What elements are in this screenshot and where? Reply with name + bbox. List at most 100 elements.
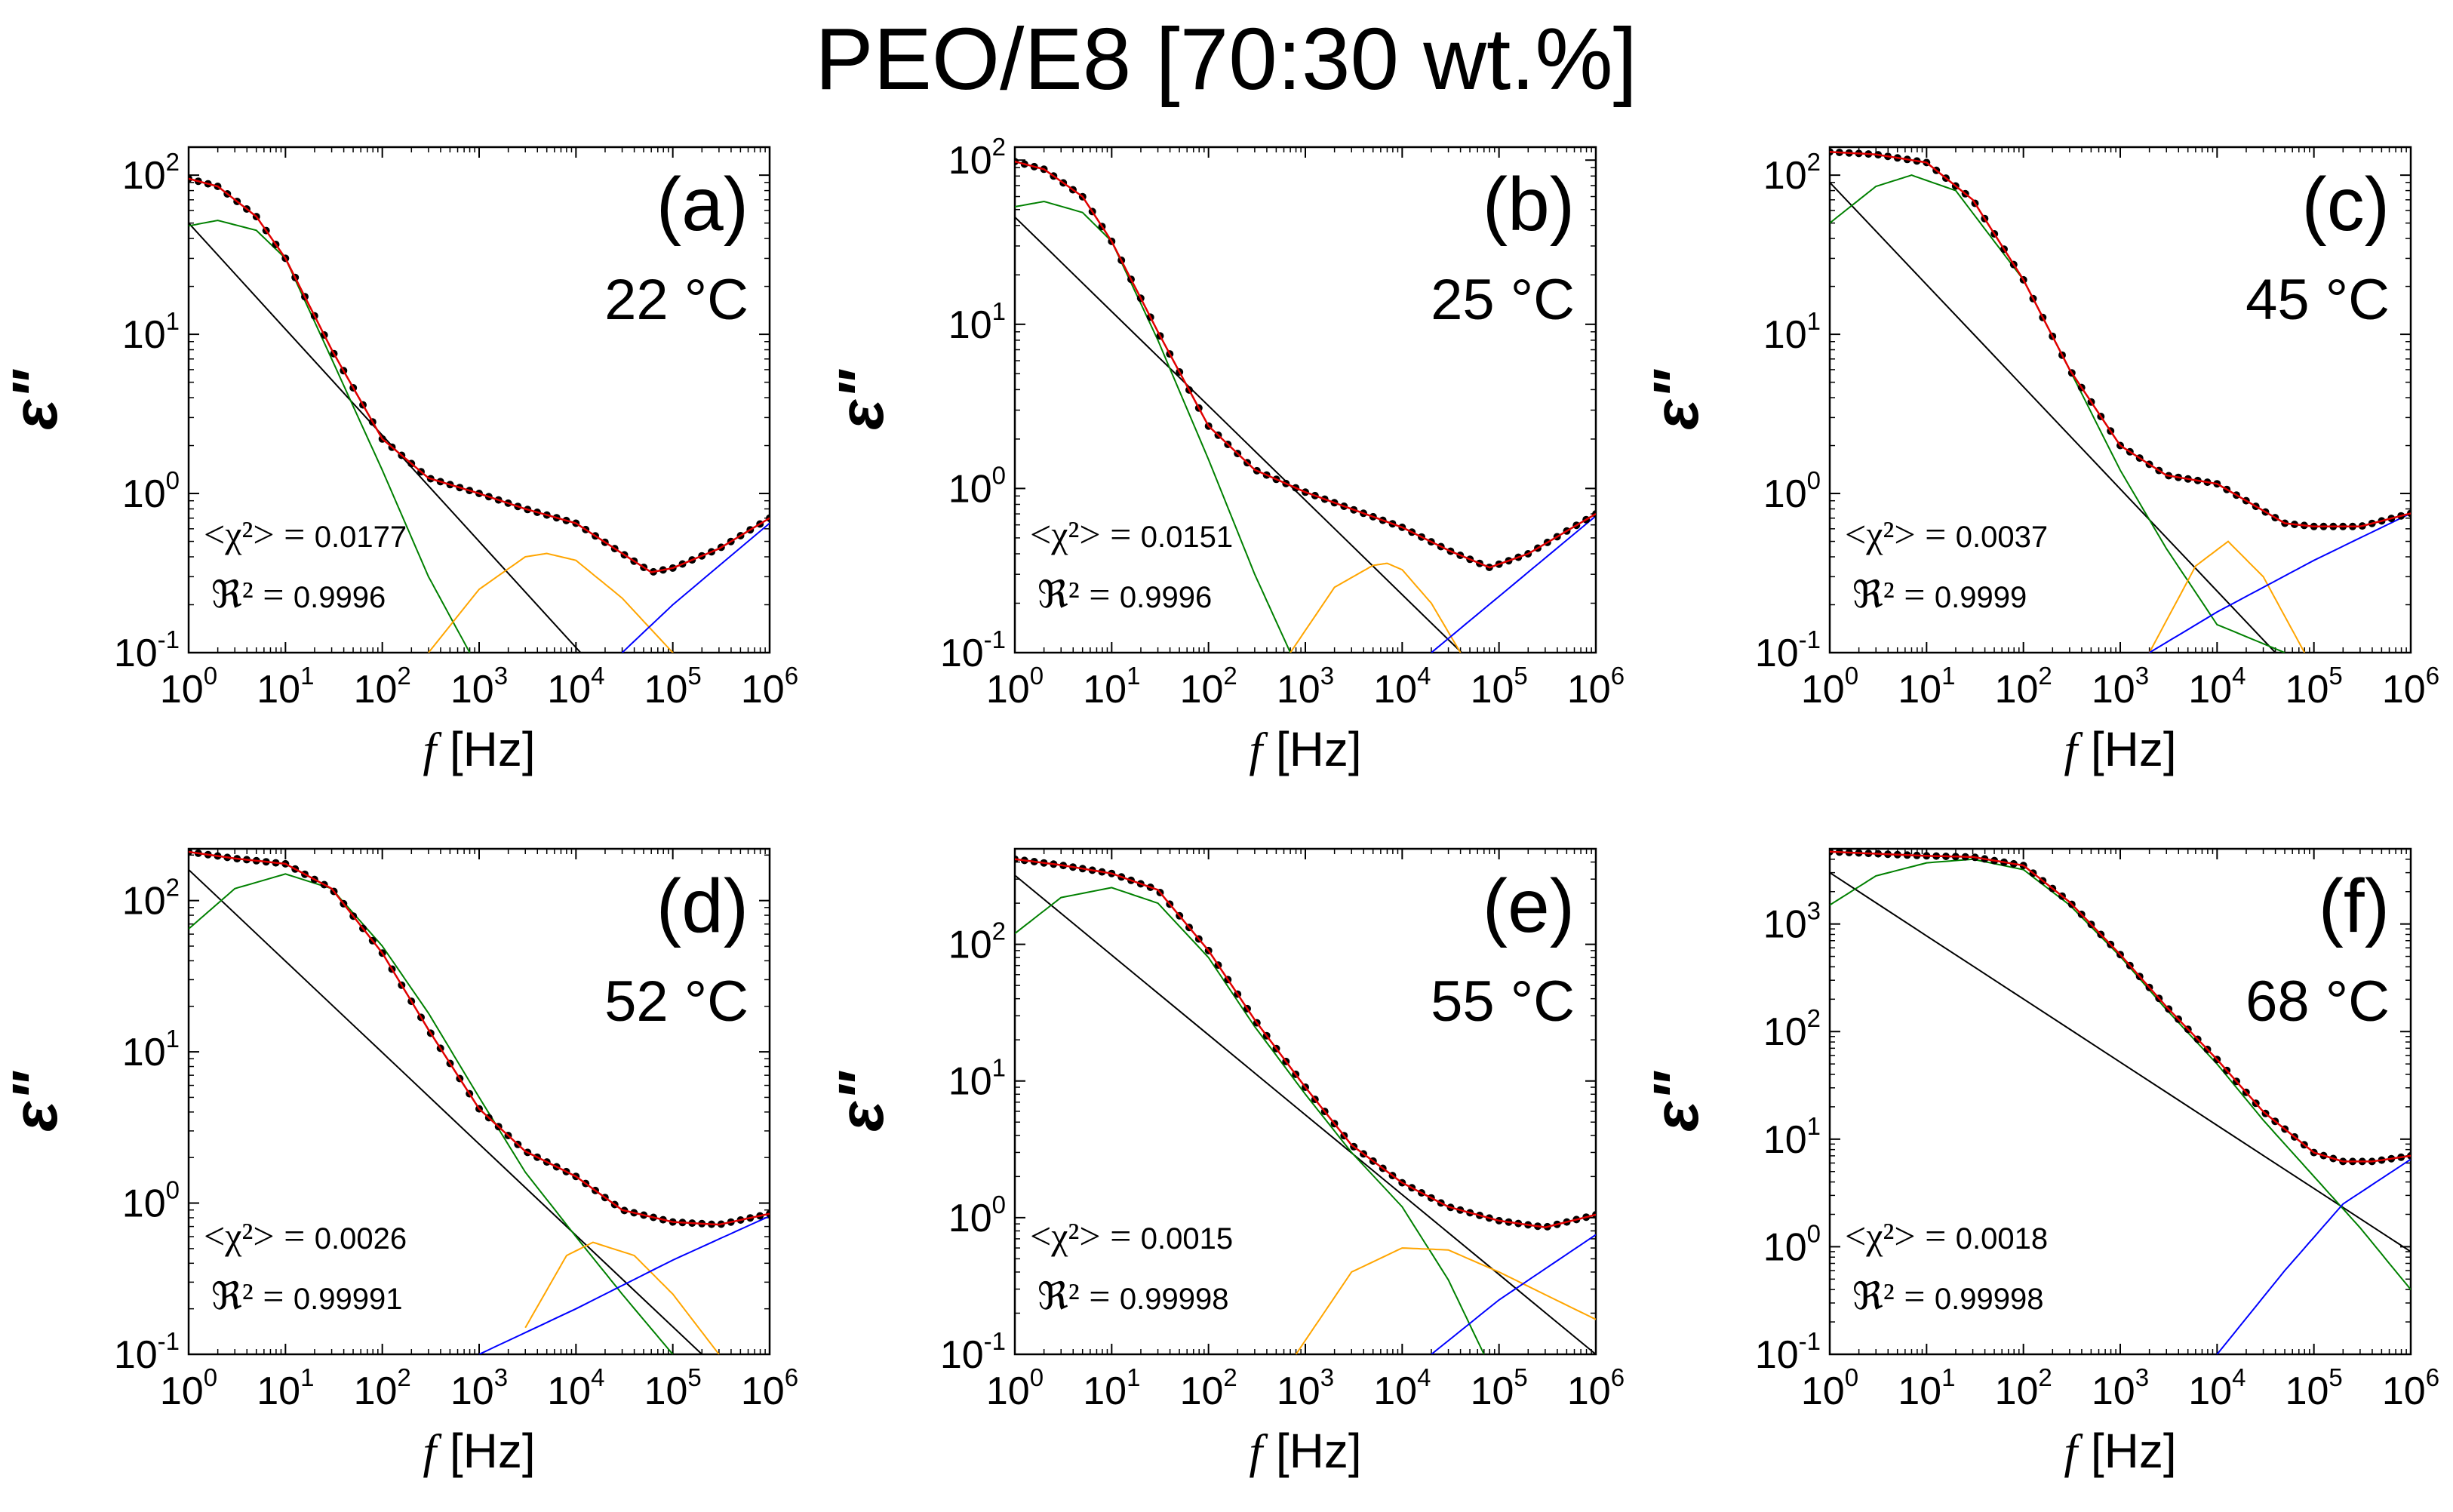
- x-tick-label: 101: [257, 662, 314, 711]
- x-tick-label: 106: [2382, 1363, 2439, 1413]
- y-tick-label: 103: [1763, 897, 1821, 947]
- chi2-stat: <χ²> = 0.0026: [204, 1215, 407, 1257]
- y-tick-label: 102: [1763, 1004, 1821, 1054]
- series-relaxation-green: [1015, 200, 1292, 653]
- series-electrode: [2149, 512, 2411, 653]
- panel-label: (d): [656, 864, 749, 948]
- x-tick-label: 106: [2382, 662, 2439, 711]
- x-tick-label: 100: [1801, 1363, 1858, 1413]
- y-axis-label: ε": [0, 1071, 70, 1132]
- y-axis-label: ε": [1640, 369, 1711, 430]
- y-tick-label: 10-1: [1755, 625, 1821, 675]
- x-tick-label: 102: [1180, 662, 1237, 711]
- y-tick-label: 100: [1763, 466, 1821, 516]
- x-tick-label: 102: [354, 662, 411, 711]
- x-axis-label: f [Hz]: [2064, 1424, 2176, 1478]
- series-relaxation-green: [189, 873, 674, 1354]
- x-tick-label: 102: [1180, 1363, 1237, 1413]
- x-tick-label: 106: [741, 662, 798, 711]
- y-tick-label: 102: [948, 133, 1006, 183]
- y-tick-label: 101: [1763, 307, 1821, 357]
- r2-stat: ℜ² = 0.9996: [1037, 573, 1212, 616]
- r2-stat: ℜ² = 0.9999: [1852, 573, 2027, 616]
- y-tick-label: 10-1: [940, 1327, 1006, 1377]
- y-tick-label: 10-1: [114, 1327, 180, 1377]
- temperature-label: 22 °C: [604, 268, 749, 332]
- y-tick-label: 102: [948, 917, 1006, 967]
- x-tick-label: 103: [2092, 1363, 2149, 1413]
- y-axis-label: ε": [1640, 1071, 1711, 1132]
- temperature-label: 25 °C: [1431, 268, 1575, 332]
- plot-area: [1015, 855, 1596, 1354]
- x-tick-label: 101: [1083, 1363, 1140, 1413]
- plot-area: [1830, 849, 2411, 1354]
- x-tick-label: 106: [1567, 662, 1625, 711]
- temperature-label: 45 °C: [2246, 268, 2390, 332]
- series-electrode: [1431, 1234, 1596, 1354]
- x-tick-label: 104: [547, 662, 604, 711]
- r2-stat: ℜ² = 0.99998: [1037, 1275, 1228, 1317]
- panel-label: (a): [656, 162, 749, 247]
- chart-panel-a: 100 101 102 103 104 105 10610-1100101102(a)22 …: [0, 146, 798, 776]
- y-tick-label: 100: [948, 461, 1006, 511]
- temperature-label: 55 °C: [1431, 970, 1575, 1034]
- plot-area: [1015, 158, 1596, 653]
- y-tick-label: 102: [1763, 148, 1821, 198]
- y-tick-label: 102: [122, 874, 180, 923]
- chi2-stat: <χ²> = 0.0151: [1030, 513, 1233, 555]
- series-electrode: [621, 522, 770, 653]
- series-relaxation-orange: [2148, 540, 2306, 653]
- x-tick-label: 100: [160, 662, 217, 711]
- x-tick-label: 102: [1995, 1363, 2052, 1413]
- y-axis-label: ε": [825, 1071, 896, 1132]
- x-axis-label: f [Hz]: [423, 722, 535, 776]
- y-tick-label: 10-1: [940, 625, 1006, 675]
- y-tick-label: 100: [122, 1176, 180, 1226]
- series-conductivity: [189, 868, 702, 1354]
- chi2-stat: <χ²> = 0.0018: [1845, 1215, 2048, 1257]
- r2-stat: ℜ² = 0.9996: [211, 573, 386, 616]
- y-tick-label: 100: [122, 466, 180, 516]
- y-axis-label: ε": [0, 369, 70, 430]
- series-total-fit: [1830, 151, 2411, 528]
- y-tick-label: 10-1: [1755, 1327, 1821, 1377]
- series-total-fit: [1830, 850, 2411, 1163]
- r2-stat: ℜ² = 0.99991: [211, 1275, 402, 1317]
- chi2-stat: <χ²> = 0.0177: [204, 513, 407, 555]
- x-tick-label: 100: [986, 662, 1044, 711]
- series-conductivity: [1015, 874, 1596, 1354]
- series-conductivity: [1830, 182, 2276, 653]
- series-electrode: [1431, 515, 1596, 653]
- y-axis-label: ε": [825, 369, 896, 430]
- x-tick-label: 105: [1471, 1363, 1528, 1413]
- x-tick-label: 105: [2285, 662, 2343, 711]
- x-tick-label: 103: [2092, 662, 2149, 711]
- x-tick-label: 104: [547, 1363, 604, 1413]
- x-tick-label: 103: [450, 1363, 508, 1413]
- plot-area: [189, 849, 770, 1354]
- panel-label: (e): [1483, 864, 1575, 948]
- x-axis-label: f [Hz]: [1249, 722, 1361, 776]
- x-tick-label: 105: [644, 662, 702, 711]
- series-relaxation-orange: [428, 552, 674, 653]
- series-relaxation-green: [189, 220, 471, 653]
- x-tick-label: 105: [1471, 662, 1528, 711]
- plot-area: [1830, 148, 2411, 653]
- y-tick-label: 100: [1763, 1219, 1821, 1269]
- series-total-fit: [189, 850, 770, 1226]
- r2-stat: ℜ² = 0.99998: [1852, 1275, 2043, 1317]
- series-conductivity: [1015, 216, 1463, 653]
- figure-title: PEO/E8 [70:30 wt.%]: [815, 10, 1637, 108]
- y-tick-label: 102: [122, 148, 180, 198]
- x-tick-label: 102: [1995, 662, 2052, 711]
- x-tick-label: 106: [741, 1363, 798, 1413]
- y-tick-label: 101: [948, 297, 1006, 347]
- series-electrode: [478, 1215, 770, 1354]
- x-tick-label: 100: [1801, 662, 1858, 711]
- x-axis-label: f [Hz]: [423, 1424, 535, 1478]
- x-tick-label: 106: [1567, 1363, 1625, 1413]
- chart-panel-b: 100 101 102 103 104 105 10610-1100101102(b)25 …: [825, 133, 1625, 776]
